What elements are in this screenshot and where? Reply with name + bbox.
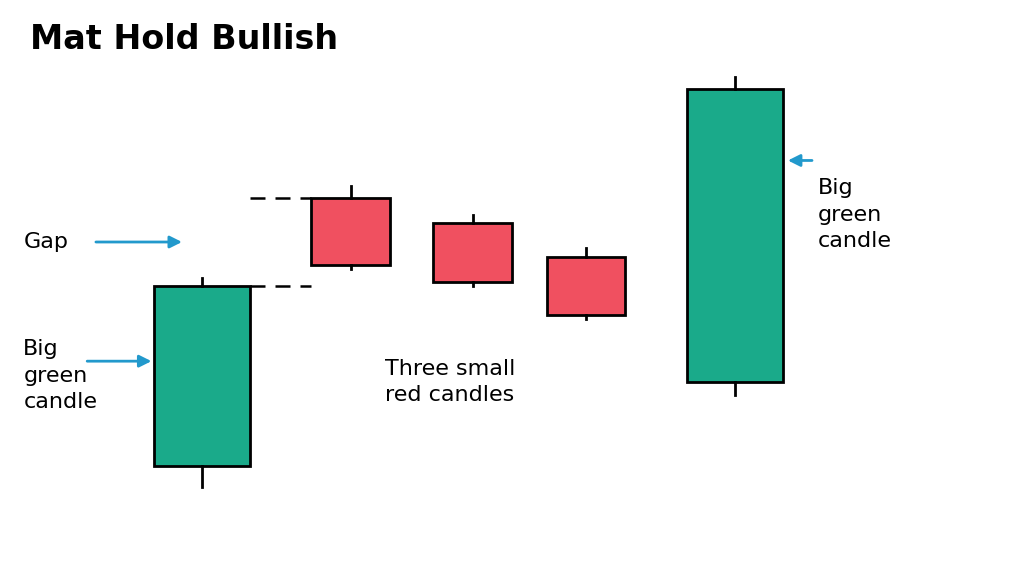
Bar: [433, 223, 512, 282]
Text: Gap: Gap: [24, 232, 69, 252]
Text: Big
green
candle: Big green candle: [24, 339, 97, 412]
Bar: [547, 257, 626, 315]
Text: Big
green
candle: Big green candle: [817, 179, 892, 251]
Bar: [155, 286, 250, 466]
Text: Mat Hold Bullish: Mat Hold Bullish: [31, 22, 339, 56]
Text: Three small
red candles: Three small red candles: [385, 359, 516, 406]
Bar: [686, 89, 782, 382]
Bar: [311, 198, 390, 265]
